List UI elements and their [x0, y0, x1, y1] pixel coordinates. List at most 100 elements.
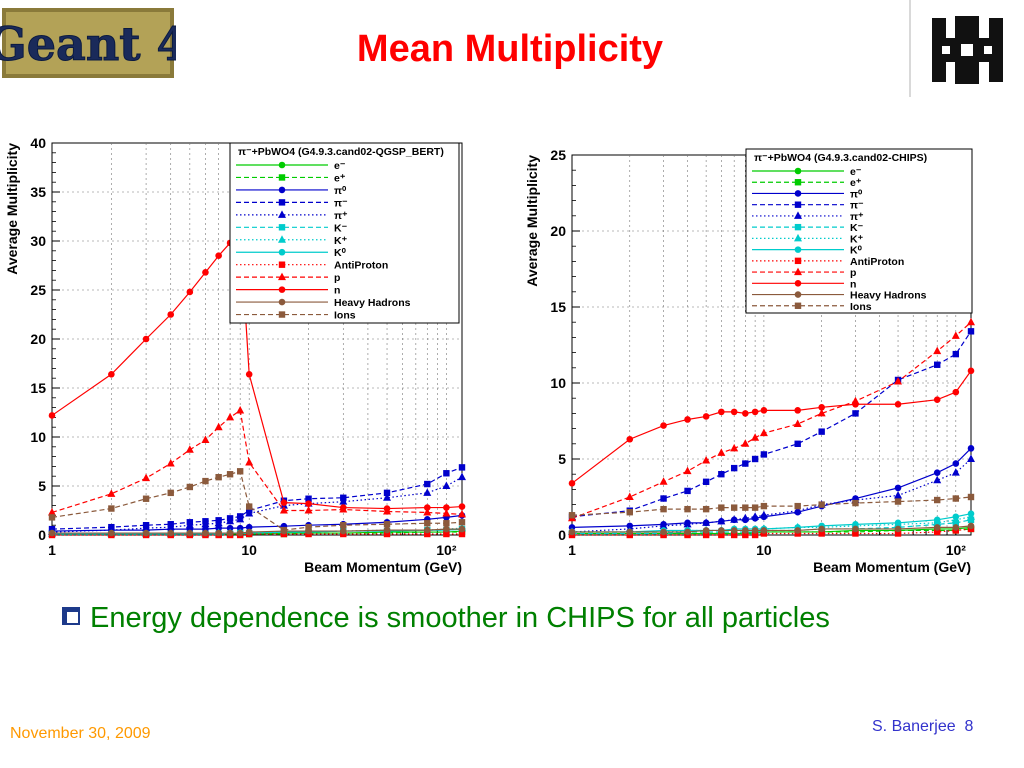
data-point-antiproton	[383, 530, 391, 538]
legend-marker	[278, 286, 286, 293]
legend-marker	[278, 224, 286, 231]
x-axis-title: Beam Momentum (GeV)	[813, 559, 971, 575]
data-point-heavy-hadrons	[894, 525, 902, 533]
data-point-n	[202, 269, 209, 276]
data-point-heavy-hadrons	[245, 528, 253, 536]
y-tick-label: 20	[30, 331, 46, 347]
data-point-ions	[142, 495, 150, 502]
legend-label: n	[850, 278, 856, 290]
data-point-plus	[717, 516, 726, 525]
legend-label: e⁺	[850, 177, 862, 189]
data-point-antiproton	[702, 531, 710, 539]
data-point-ions	[568, 512, 576, 519]
data-point-ions	[167, 489, 174, 497]
data-point-p	[683, 466, 692, 475]
header-divider	[909, 0, 911, 97]
data-point-heavy-hadrons	[660, 528, 667, 536]
data-point-p	[214, 422, 223, 431]
legend-label: π⁰	[334, 185, 347, 197]
data-point-n	[383, 505, 391, 512]
data-point-ions	[852, 499, 859, 507]
data-point-ions	[236, 468, 244, 475]
legend-label: K⁻	[850, 222, 864, 234]
author-name: S. Banerjee	[872, 718, 956, 735]
legend-marker	[278, 261, 286, 268]
legend-label: p	[850, 267, 856, 279]
data-point-heavy-hadrons	[215, 529, 222, 537]
data-point-heavy-hadrons	[443, 525, 450, 533]
legend-label: π⁻	[850, 200, 864, 212]
data-point-antiproton	[730, 531, 738, 539]
data-point-minus	[718, 471, 725, 478]
data-point-zero	[215, 524, 222, 532]
x-tick-label: 10	[756, 542, 772, 558]
data-point-zero	[894, 484, 902, 492]
data-point-heavy-hadrons	[933, 524, 941, 531]
data-point-heavy-hadrons	[818, 525, 825, 533]
y-axis-title: Average Multiplicity	[524, 155, 540, 287]
legend-box	[745, 148, 973, 314]
legend-marker	[794, 201, 802, 208]
data-point-n	[702, 413, 710, 420]
data-point-p	[951, 331, 960, 339]
series-n	[568, 367, 975, 487]
data-point-zero	[226, 524, 234, 532]
data-point-ions	[894, 498, 902, 505]
data-point-plus	[458, 472, 466, 481]
data-point-zero	[245, 523, 253, 531]
fermilab-logo	[932, 16, 1003, 84]
legend-marker	[794, 190, 802, 197]
y-tick-label: 0	[558, 527, 566, 543]
data-point-plus	[442, 481, 451, 489]
data-point-n	[894, 400, 902, 408]
data-point-plus	[214, 518, 223, 527]
data-point-plus	[793, 506, 802, 514]
data-point-p	[793, 419, 802, 428]
data-point-p	[894, 376, 903, 385]
data-point-heavy-hadrons	[718, 527, 725, 534]
data-point-p	[304, 506, 313, 514]
data-point-antiproton	[742, 531, 749, 539]
data-point-p	[236, 406, 245, 414]
data-point-minus	[952, 350, 960, 358]
data-point-heavy-hadrons	[967, 522, 975, 530]
geant4-logo-text: Geant 4	[0, 17, 176, 71]
data-point-heavy-hadrons	[952, 524, 960, 531]
y-tick-label: 5	[38, 478, 46, 494]
series-ions	[568, 493, 975, 519]
data-point-heavy-hadrons	[568, 528, 576, 536]
data-point-kzero	[952, 513, 960, 521]
data-point-plus	[933, 475, 942, 484]
data-point-heavy-hadrons	[226, 529, 234, 537]
data-point-minus	[751, 455, 759, 463]
legend-marker	[278, 174, 286, 181]
data-point-ions	[340, 522, 347, 529]
data-point-kzero	[933, 516, 941, 524]
data-point-heavy-hadrons	[626, 528, 634, 536]
data-point-p	[702, 456, 711, 464]
data-point-minus	[852, 410, 859, 417]
data-point-heavy-hadrons	[339, 527, 347, 535]
legend-marker	[278, 186, 286, 194]
data-point-zero	[568, 524, 576, 531]
data-point-p	[659, 477, 668, 485]
x-tick-label: 1	[48, 542, 56, 558]
data-point-plus	[245, 508, 254, 517]
data-point-plus	[236, 514, 245, 523]
data-point-n	[967, 367, 975, 375]
x-tick-label: 10²	[946, 542, 967, 558]
data-point-n	[742, 410, 749, 417]
data-point-n	[718, 408, 725, 416]
data-point-ions	[934, 496, 941, 504]
data-point-p	[458, 509, 466, 518]
legend-marker	[278, 199, 286, 206]
x-tick-label: 10	[241, 542, 257, 558]
legend-label: K⁰	[850, 245, 863, 257]
legend-label: Heavy Hadrons	[334, 297, 411, 309]
data-point-ions	[305, 523, 312, 531]
data-point-plus	[201, 519, 210, 528]
legend-label: π⁰	[850, 188, 863, 200]
y-tick-label: 35	[30, 184, 46, 200]
data-point-ions	[952, 495, 960, 502]
